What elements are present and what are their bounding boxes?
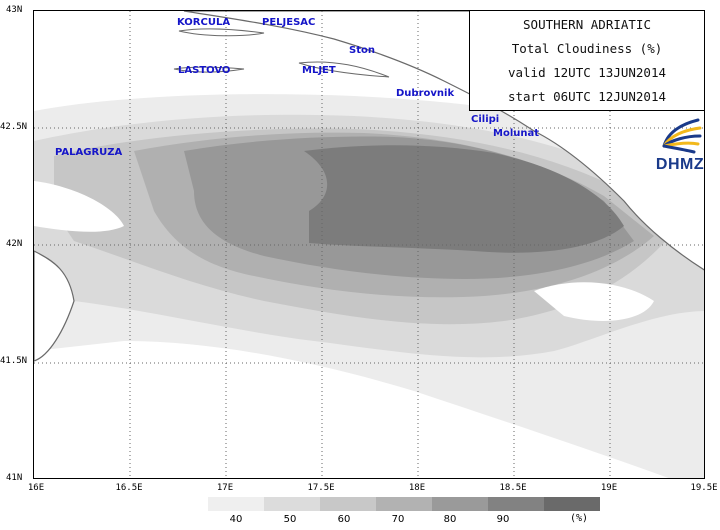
map-variable: Total Cloudiness (%) [511,41,663,56]
lon-label-19-5: 19.5E [690,483,718,493]
legend-value-40: 40 [229,514,243,525]
place-lastovo: LASTOVO [178,65,231,76]
lon-label-18: 18E [408,483,426,493]
dhmz-swirl-logo-icon [662,118,702,154]
legend-swatch-5 [488,497,544,511]
place-cilipi: Cilipi [471,114,500,125]
lat-label-41: 41N [6,473,23,483]
legend-swatch-3 [376,497,432,511]
lon-label-17: 17E [216,483,234,493]
legend-value-80: 80 [443,514,457,525]
lon-label-16: 16E [27,483,45,493]
place-mljet: MLJET [302,65,336,76]
legend [208,497,600,511]
legend-swatch-6 [544,497,600,511]
clear-area-west [34,181,124,232]
logo-text: DHMZ [655,156,705,173]
lon-label-16-5: 16.5E [115,483,143,493]
valid-time: valid 12UTC 13JUN2014 [507,65,667,80]
island-lastovo [173,66,245,73]
legend-value-50: 50 [283,514,297,525]
map-title: SOUTHERN ADRIATIC [523,17,651,32]
lon-label-18-5: 18.5E [499,483,527,493]
place-ston: Ston [349,45,375,56]
dhmz-logo: DHMZ [650,112,710,178]
island-korcula [178,28,265,37]
legend-swatch-2 [320,497,376,511]
lat-lon-grid [34,11,704,478]
legend-value-70: 70 [391,514,405,525]
island-mljet [298,61,390,78]
start-time: start 06UTC 12JUN2014 [507,89,667,104]
legend-swatch-0 [208,497,264,511]
place-palagruza: PALAGRUZA [55,147,123,158]
legend-value-90: 90 [496,514,510,525]
legend-swatch-1 [264,497,320,511]
cloud-band-90 [304,145,624,253]
lon-label-19: 19E [600,483,618,493]
lat-label-42: 42N [6,239,23,249]
lat-label-41-5: 41.5N [0,356,28,366]
cloudiness-contours [34,11,704,478]
place-peljesac: PELJESAC [262,17,316,28]
clear-area-east [534,282,654,321]
legend-value-60: 60 [337,514,351,525]
legend-unit: (%) [570,513,589,524]
italian-coast [34,250,75,362]
lat-label-43: 43N [6,5,23,15]
lat-label-42-5: 42.5N [0,122,28,132]
place-molunat: Molunat [493,128,540,139]
place-korcula: KORCULA [177,17,231,28]
legend-swatch-4 [432,497,488,511]
title-box: SOUTHERN ADRIATIC Total Cloudiness (%) v… [469,10,705,111]
lon-label-17-5: 17.5E [307,483,335,493]
place-dubrovnik: Dubrovnik [396,88,455,99]
